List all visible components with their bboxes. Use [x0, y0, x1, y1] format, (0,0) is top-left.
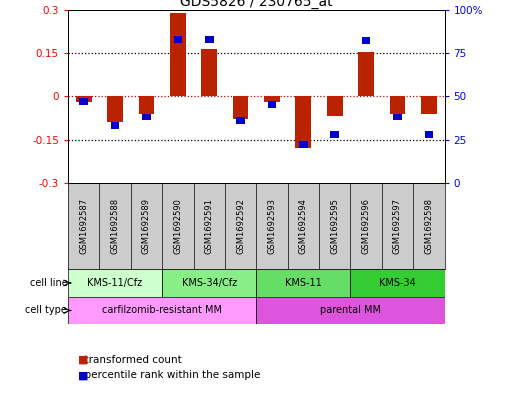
Bar [233, 96, 248, 119]
Bar [299, 141, 308, 148]
Bar [295, 96, 311, 148]
Text: parental MM: parental MM [320, 305, 381, 316]
Text: ■: ■ [78, 370, 89, 380]
Text: KMS-34: KMS-34 [379, 278, 416, 288]
Bar [268, 101, 276, 108]
Text: KMS-34/Cfz: KMS-34/Cfz [181, 278, 237, 288]
Bar [358, 51, 374, 96]
Bar [421, 96, 437, 114]
Bar [139, 96, 154, 114]
Bar [331, 131, 339, 138]
Bar [205, 36, 213, 43]
Bar [425, 131, 433, 138]
Text: GSM1692589: GSM1692589 [142, 198, 151, 254]
Bar [174, 36, 182, 43]
Text: percentile rank within the sample: percentile rank within the sample [78, 370, 261, 380]
Text: carfilzomib-resistant MM: carfilzomib-resistant MM [102, 305, 222, 316]
Bar [350, 269, 445, 297]
Text: GSM1692595: GSM1692595 [330, 198, 339, 254]
Text: GSM1692598: GSM1692598 [424, 198, 434, 254]
Text: GSM1692593: GSM1692593 [267, 198, 277, 254]
Bar [107, 96, 123, 122]
Bar [68, 269, 162, 297]
Bar [162, 269, 256, 297]
Bar [256, 269, 350, 297]
Text: transformed count: transformed count [78, 354, 182, 365]
Text: cell type: cell type [26, 305, 67, 316]
Text: GSM1692591: GSM1692591 [204, 198, 214, 254]
Text: GSM1692594: GSM1692594 [299, 198, 308, 254]
Title: GDS5826 / 230765_at: GDS5826 / 230765_at [180, 0, 333, 9]
Text: GSM1692588: GSM1692588 [110, 198, 120, 254]
Bar [68, 297, 256, 324]
Bar [142, 114, 151, 121]
Bar [201, 49, 217, 96]
Text: GSM1692597: GSM1692597 [393, 198, 402, 254]
Bar [327, 96, 343, 116]
Bar [170, 13, 186, 96]
Bar [76, 96, 92, 102]
Bar [390, 96, 405, 114]
Text: ■: ■ [78, 354, 89, 365]
Text: GSM1692587: GSM1692587 [79, 198, 88, 254]
Bar [79, 98, 88, 105]
Text: GSM1692592: GSM1692592 [236, 198, 245, 254]
Bar [256, 297, 445, 324]
Bar [111, 122, 119, 129]
Text: KMS-11: KMS-11 [285, 278, 322, 288]
Bar [236, 117, 245, 124]
Bar [393, 114, 402, 121]
Bar [264, 96, 280, 102]
Bar [362, 37, 370, 44]
Text: KMS-11/Cfz: KMS-11/Cfz [87, 278, 143, 288]
Text: GSM1692596: GSM1692596 [361, 198, 371, 254]
Text: GSM1692590: GSM1692590 [173, 198, 183, 254]
Text: cell line: cell line [30, 278, 67, 288]
